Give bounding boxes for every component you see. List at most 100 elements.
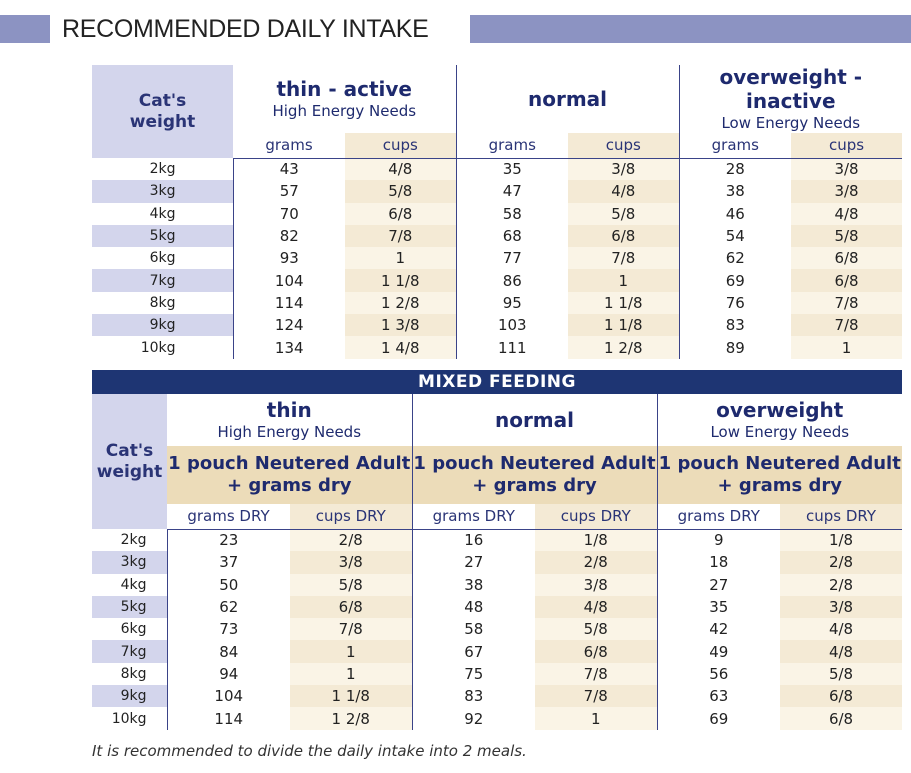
cups-cell: 5/8 — [791, 224, 903, 248]
cups-cell: 1 2/8 — [568, 336, 680, 359]
grams-cell: 73 — [166, 618, 290, 641]
group-title: overweight - inactive — [719, 65, 863, 113]
pouch-line1: 1 pouch Neutered Adult — [168, 453, 411, 474]
cups-cell: 7/8 — [791, 314, 903, 337]
weight-cell: 9kg — [92, 314, 233, 337]
sub-header-cups: cups — [345, 133, 457, 158]
weight-header-line2: weight — [129, 111, 196, 132]
cups-cell: 1/8 — [535, 528, 657, 552]
grams-cell: 27 — [656, 573, 780, 596]
grams-cell: 89 — [678, 336, 792, 359]
cups-cell: 4/8 — [568, 180, 680, 203]
grams-cell: 70 — [232, 202, 345, 225]
cups-cell: 7/8 — [568, 247, 680, 270]
cups-cell: 5/8 — [290, 573, 412, 596]
cups-cell: 6/8 — [345, 202, 457, 225]
weight-cell: 6kg — [120, 621, 147, 638]
cups-cell: 2/8 — [535, 551, 657, 574]
pouch-line2: + grams dry — [717, 475, 843, 496]
weight-cell: 10kg — [140, 339, 176, 356]
weight-cell: 4kg — [149, 205, 176, 222]
table-row: 5kg 82 7/8 68 6/8 54 5/8 — [92, 224, 903, 248]
table-row: 3kg 57 5/8 47 4/8 38 3/8 — [92, 180, 903, 203]
cups-cell: 7/8 — [535, 662, 657, 686]
grams-cell: 84 — [166, 640, 290, 663]
grams-cell: 37 — [166, 551, 290, 574]
pouch-line1: 1 pouch Neutered Adult — [413, 453, 656, 474]
grams-cell: 49 — [656, 640, 780, 663]
table-row: 9kg 124 1 3/8 103 1 1/8 83 7/8 — [92, 314, 903, 337]
grams-cell: 114 — [232, 291, 345, 315]
cups-cell: 3/8 — [791, 157, 903, 181]
page-title: RECOMMENDED DAILY INTAKE — [62, 15, 429, 43]
grams-cell: 23 — [166, 528, 290, 552]
weight-cell: 2kg — [149, 161, 176, 178]
group-subtitle: High Energy Needs — [217, 423, 362, 441]
cups-cell: 2/8 — [780, 573, 903, 596]
table-row: 9kg 104 1 1/8 83 7/8 63 6/8 — [92, 685, 903, 708]
footnote: It is recommended to divide the daily in… — [92, 742, 527, 760]
cups-cell: 1 — [535, 707, 657, 730]
table-row: 8kg 114 1 2/8 95 1 1/8 76 7/8 — [92, 291, 903, 315]
weight-cell: 8kg — [149, 294, 176, 311]
table-row: 8kg 94 1 75 7/8 56 5/8 — [92, 662, 903, 686]
cups-cell: 3/8 — [568, 157, 680, 181]
group-title: thin - active — [276, 77, 413, 101]
table-row: 6kg 73 7/8 58 5/8 42 4/8 — [92, 618, 903, 641]
cups-cell: 1 1/8 — [290, 685, 412, 708]
cups-cell: 1/8 — [780, 528, 903, 552]
group-header-thin: thin High Energy Needs — [167, 394, 412, 446]
weight-cell: 5kg — [92, 224, 233, 248]
grams-cell: 38 — [411, 573, 535, 596]
cups-cell: 7/8 — [290, 618, 412, 641]
cups-cell: 5/8 — [780, 662, 903, 686]
weight-cell: 3kg — [92, 551, 167, 574]
cups-cell: 1 2/8 — [290, 707, 412, 730]
pouch-line2: + grams dry — [227, 475, 352, 496]
sub-header-cups-dry: cups DRY — [780, 504, 903, 529]
cups-cell: 6/8 — [780, 707, 903, 730]
pouch-label-overweight: 1 pouch Neutered Adult + grams dry — [656, 446, 903, 504]
grams-cell: 62 — [166, 595, 290, 619]
cups-cell: 6/8 — [780, 685, 903, 708]
cups-cell: 6/8 — [290, 595, 412, 619]
grams-cell: 9 — [656, 528, 780, 552]
group-title: normal — [528, 87, 608, 111]
group-header-normal: normal — [411, 394, 657, 446]
cups-cell: 6/8 — [791, 247, 903, 270]
grams-cell: 111 — [455, 336, 569, 359]
cups-cell: 1 1/8 — [345, 269, 457, 292]
weight-cell: 7kg — [92, 269, 233, 292]
sub-header-cups: cups — [568, 133, 680, 158]
weight-cell: 10kg — [111, 710, 147, 727]
sub-header-grams-dry: grams DRY — [656, 504, 780, 529]
cups-cell: 6/8 — [535, 640, 657, 663]
table-row: 7kg 104 1 1/8 86 1 69 6/8 — [92, 269, 903, 292]
group-header-thin-active: thin - active High Energy Needs — [233, 65, 456, 133]
grams-cell: 46 — [678, 202, 792, 225]
cups-cell: 1 — [290, 640, 412, 663]
cups-cell: 2/8 — [290, 528, 412, 552]
grams-cell: 82 — [232, 224, 345, 248]
cups-cell: 1 3/8 — [345, 314, 457, 337]
cups-cell: 6/8 — [791, 269, 903, 292]
weight-cell: 5kg — [92, 595, 167, 619]
table-row: 5kg 62 6/8 48 4/8 35 3/8 — [92, 595, 903, 619]
grams-cell: 47 — [455, 180, 569, 203]
weight-cell: 3kg — [92, 180, 233, 203]
pouch-label-thin: 1 pouch Neutered Adult + grams dry — [167, 446, 412, 504]
grams-cell: 92 — [411, 707, 535, 730]
weight-cell: 8kg — [120, 665, 147, 682]
cups-cell: 4/8 — [780, 640, 903, 663]
cups-cell: 7/8 — [791, 291, 903, 315]
grams-cell: 69 — [678, 269, 792, 292]
sub-header-cups-dry: cups DRY — [290, 504, 412, 529]
cups-cell: 5/8 — [568, 202, 680, 225]
weight-column-header: Cat's weight — [92, 65, 233, 158]
cups-cell: 6/8 — [568, 224, 680, 248]
cups-cell: 4/8 — [780, 618, 903, 641]
daily-intake-table: Cat's weight thin - active High Energy N… — [92, 65, 903, 359]
cups-cell: 1 — [345, 247, 457, 270]
grams-cell: 77 — [455, 247, 569, 270]
table-row: 2kg 43 4/8 35 3/8 28 3/8 — [92, 157, 903, 181]
